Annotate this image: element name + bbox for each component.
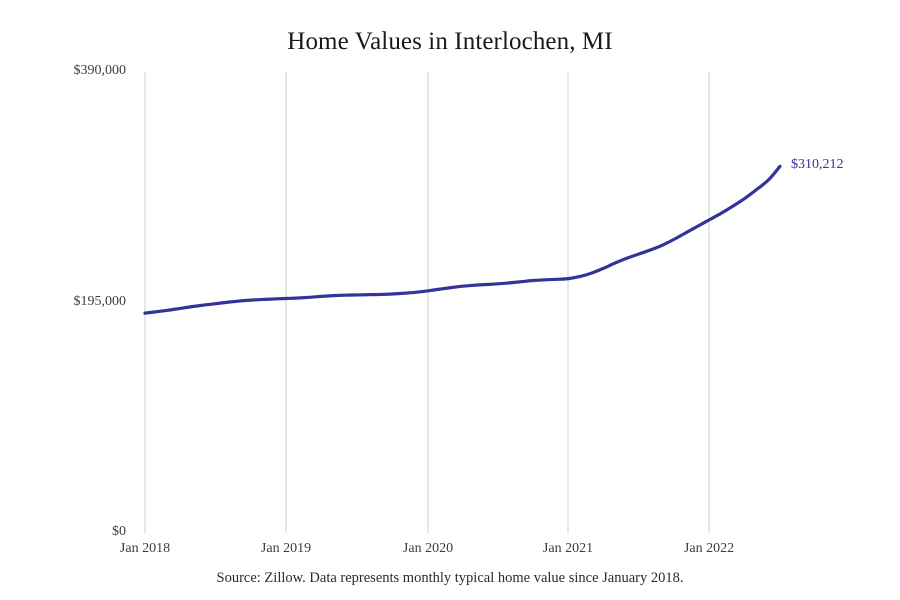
end-value-label: $310,212 [791,157,844,173]
y-tick-label: $195,000 [73,293,127,309]
x-tick-label: Jan 2019 [260,541,312,556]
y-tick: $390,000 [16,63,127,81]
y-tick-label: $0 [112,524,126,539]
data-line [143,164,782,315]
y-tick-label: $390,000 [73,63,127,78]
y-tick: $195,000 [16,293,127,312]
x-tick-label: Jan 2018 [119,541,171,556]
data-line-group [143,164,782,315]
chart-title: Home Values in Interlochen, MI [287,28,613,55]
x-tick-label: Jan 2020 [402,541,454,556]
gridlines-group [144,72,710,533]
source-note: Source: Zillow. Data represents monthly … [216,570,684,586]
x-tick-label: Jan 2022 [683,541,735,556]
x-tick-label: Jan 2021 [542,541,594,556]
y-tick: $0 [16,524,126,542]
